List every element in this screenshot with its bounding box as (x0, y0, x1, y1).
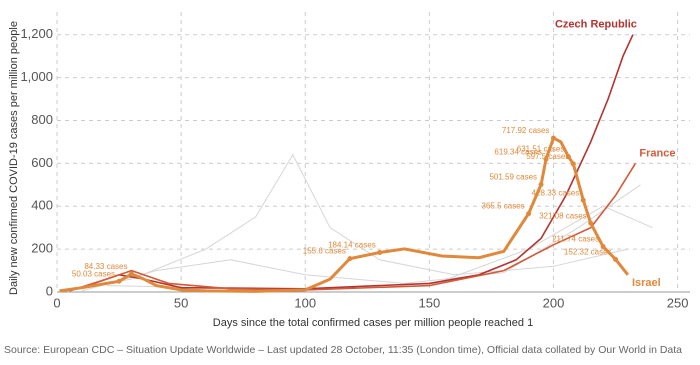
x-tick-label: 0 (53, 295, 60, 310)
data-point (526, 211, 532, 217)
series-name: Czech Republic (555, 19, 637, 31)
data-point (347, 256, 353, 262)
x-tick-label: 100 (294, 295, 316, 310)
data-point (377, 250, 383, 256)
data-label: 152.32 cases (564, 247, 612, 256)
data-point (613, 256, 619, 262)
data-label: 619.34 cases (494, 147, 542, 156)
y-tick-label: 600 (31, 155, 53, 170)
data-point (588, 220, 594, 226)
data-label: 501.59 cases (489, 173, 537, 182)
data-point (128, 271, 134, 277)
series-line (69, 34, 634, 292)
data-label: 50.03 cases (72, 269, 115, 278)
data-label: 428.33 cases (532, 188, 580, 197)
x-tick-label: 200 (543, 295, 565, 310)
data-label: 365.5 cases (482, 202, 525, 211)
series-name: Israel (632, 277, 661, 289)
data-point (570, 161, 576, 167)
y-tick-label: 1,000 (20, 69, 53, 84)
data-point (116, 278, 122, 284)
x-tick-label: 250 (667, 295, 689, 310)
data-label: 155.6 cases (303, 247, 346, 256)
y-axis-label: Daily new confirmed COVID-19 cases per m… (8, 21, 20, 295)
x-axis-label: Days since the total confirmed cases per… (213, 317, 533, 329)
data-point (565, 154, 571, 160)
y-tick-label: 400 (31, 198, 53, 213)
data-label: 321.08 cases (539, 211, 587, 220)
data-label: 717.92 cases (502, 126, 550, 135)
series-line (59, 135, 630, 293)
data-label: 84.33 cases (84, 262, 127, 271)
data-point (550, 135, 556, 141)
data-point (543, 156, 549, 162)
y-tick-label: 800 (31, 112, 53, 127)
source-note: Source: European CDC – Situation Update … (4, 344, 682, 356)
data-label: 597.5 cases (526, 152, 569, 161)
y-tick-label: 200 (31, 241, 53, 256)
data-point (538, 181, 544, 187)
y-tick-label: 0 (46, 283, 53, 298)
data-point (580, 197, 586, 203)
x-tick-label: 150 (419, 295, 441, 310)
data-label: 211.74 cases (552, 235, 599, 244)
data-label: 184.14 cases (328, 241, 376, 250)
series-name: France (639, 147, 675, 159)
y-tick-label: 1,200 (20, 26, 53, 41)
data-point (600, 244, 606, 250)
series-line (81, 184, 641, 292)
x-tick-label: 50 (174, 295, 188, 310)
series-line (69, 162, 637, 292)
data-label: 631.51 cases (517, 145, 565, 154)
